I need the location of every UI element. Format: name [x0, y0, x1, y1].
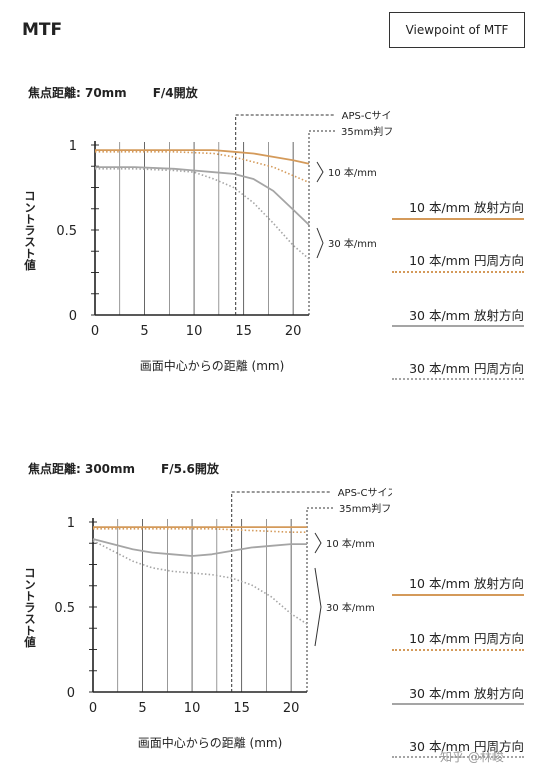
legend-label: 30 本/mm 放射方向: [409, 686, 524, 701]
legend-item-30-sagittal: 30 本/mm 放射方向: [392, 683, 524, 708]
y-tick-label: 0: [67, 686, 75, 701]
x-axis-label: 画面中心からの距離 (mm): [138, 735, 283, 750]
mtf-panel-300mm: 焦点距離: 300mm F/5.6開放 0 5 10 15 20 0 0.5 1 コントラスト値画…: [0, 440, 540, 778]
group-label-30: 30 本/mm: [328, 237, 377, 250]
legend-label: 30 本/mm 円周方向: [409, 739, 524, 754]
x-axis-label: 画面中心からの距離 (mm): [140, 358, 285, 373]
series-line-orange-dotted: [93, 528, 307, 533]
x-tick-label: 20: [283, 701, 300, 716]
x-tick-label: 10: [186, 324, 203, 339]
legend-line-orange-solid: [392, 594, 524, 596]
page-title: MTF: [22, 20, 63, 40]
legend-label: 10 本/mm 放射方向: [409, 200, 524, 215]
brace-30: [316, 227, 324, 259]
series-line-gray-dotted: [95, 168, 310, 260]
viewpoint-button[interactable]: Viewpoint of MTF: [389, 12, 525, 48]
legend-label: 30 本/mm 円周方向: [409, 361, 524, 376]
group-label-10: 10 本/mm: [326, 537, 375, 550]
legend-line-gray-dotted: [392, 756, 524, 758]
aps-c-marker: [231, 491, 332, 692]
series-line-orange-solid: [95, 149, 310, 165]
panel-subtitle: 焦点距離: 70mm F/4開放: [28, 84, 198, 101]
legend-item-10-meridional: 10 本/mm 円周方向: [392, 628, 524, 653]
legend-item-30-meridional: 30 本/mm 円周方向: [392, 736, 524, 761]
aperture-label: F/5.6開放: [161, 462, 219, 476]
y-tick-label: 1: [69, 139, 77, 154]
aps-c-label: APS-Cサイズ: [342, 109, 392, 122]
series-line-gray-solid: [92, 538, 307, 557]
aps-c-label: APS-Cサイズ: [338, 486, 392, 499]
brace-10: [316, 161, 324, 183]
aperture-label: F/4開放: [152, 86, 198, 100]
series-line-orange-dotted: [95, 151, 310, 184]
series-line-gray-solid: [95, 166, 310, 226]
full-frame-marker: [308, 130, 337, 315]
legend-label: 10 本/mm 円周方向: [409, 631, 524, 646]
panel-subtitle: 焦点距離: 300mm F/5.6開放: [28, 460, 219, 477]
legend-line-orange-dotted: [392, 271, 524, 273]
x-tick-label: 10: [184, 701, 201, 716]
x-tick-label: 5: [138, 701, 146, 716]
focal-length-label: 焦点距離: 300mm: [28, 462, 136, 476]
legend-line-gray-dotted: [392, 378, 524, 380]
aps-c-marker: [235, 114, 336, 315]
legend-item-10-sagittal: 10 本/mm 放射方向: [392, 197, 524, 222]
legend-label: 10 本/mm 放射方向: [409, 576, 524, 591]
brace-10: [314, 532, 322, 554]
x-tick-label: 20: [285, 324, 302, 339]
y-axis-label: コントラスト値: [23, 190, 37, 271]
x-tick-label: 15: [235, 324, 252, 339]
legend-item-10-meridional: 10 本/mm 円周方向: [392, 250, 524, 275]
x-tick-label: 0: [89, 701, 97, 716]
legend-item-10-sagittal: 10 本/mm 放射方向: [392, 573, 524, 598]
full-frame-marker: [306, 507, 335, 692]
y-tick-label: 1: [67, 516, 75, 531]
group-label-10: 10 本/mm: [328, 166, 377, 179]
legend-line-gray-solid: [392, 325, 524, 327]
y-tick-label: 0: [69, 309, 77, 324]
full-frame-label: 35mm判フルサイズ: [341, 125, 392, 138]
x-tick-label: 15: [233, 701, 250, 716]
brace-30: [314, 567, 322, 647]
legend-label: 10 本/mm 円周方向: [409, 253, 524, 268]
mtf-panel-70mm: 焦点距離: 70mm F/4開放 0 5 10 15 20 0 0.5 1 コントラスト値画面中心…: [23, 84, 524, 383]
legend-line-orange-dotted: [392, 649, 524, 651]
y-tick-label: 0.5: [56, 224, 77, 239]
legend-label: 30 本/mm 放射方向: [409, 308, 524, 323]
y-tick-label: 0.5: [54, 601, 75, 616]
full-frame-label: 35mm判フルサイズ: [339, 502, 392, 515]
y-axis-label: コントラスト値: [23, 567, 37, 648]
legend-item-30-sagittal: 30 本/mm 放射方向: [392, 305, 524, 330]
legend-line-orange-solid: [392, 218, 524, 220]
x-tick-label: 0: [91, 324, 99, 339]
watermark: 知乎 @林峻: [440, 750, 504, 764]
legend-item-30-meridional: 30 本/mm 円周方向: [392, 358, 524, 383]
legend-line-gray-solid: [392, 703, 524, 705]
series-line-gray-dotted: [92, 539, 308, 625]
x-tick-label: 5: [140, 324, 148, 339]
focal-length-label: 焦点距離: 70mm: [28, 86, 127, 100]
group-label-30: 30 本/mm: [326, 601, 375, 614]
